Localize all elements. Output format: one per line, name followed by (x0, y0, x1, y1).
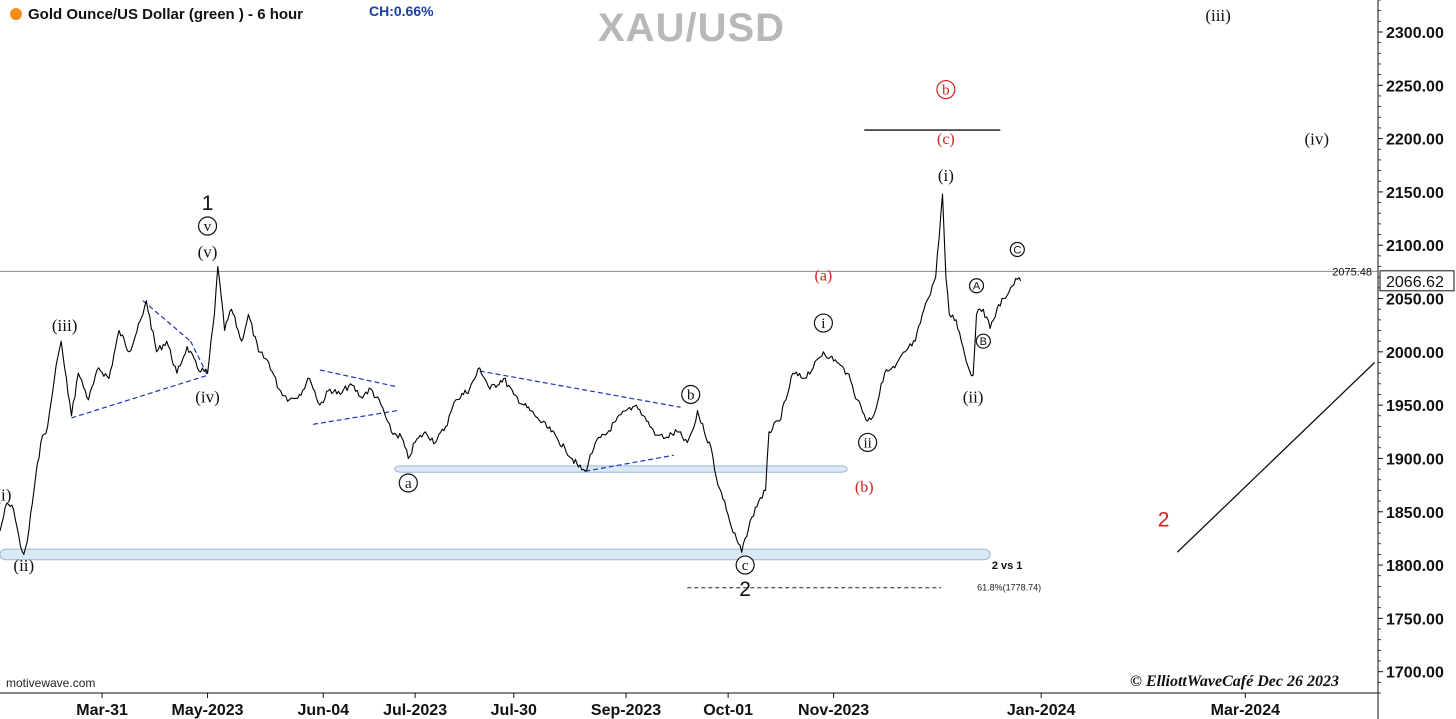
x-tick-label: Oct-01 (703, 702, 753, 719)
x-tick-label: Mar-31 (76, 702, 128, 719)
wave-label: 2 vs 1 (992, 560, 1023, 572)
wave-label: (b) (855, 479, 874, 496)
projection-line (1176, 362, 1376, 553)
copyright-note: © ElliottWaveCafé Dec 26 2023 (1130, 673, 1339, 690)
y-axis: 1700.00 1750.00 1800.00 1850.00 1900.00 1950.… (1377, 0, 1455, 719)
fib-level-label: 61.8%(1778.74) (977, 583, 1041, 593)
wave-label-circle (735, 555, 755, 575)
trendline (190, 340, 209, 376)
x-tick-label: Nov-2023 (798, 702, 869, 719)
source-credit: motivewave.com (6, 676, 96, 690)
trendline (71, 374, 208, 419)
wave-label: (i) (938, 166, 954, 185)
wave-label: (ii) (13, 556, 34, 575)
y-tick-label: 1750.00 (1386, 611, 1444, 628)
wave-label-circle (858, 432, 878, 453)
trendline (479, 370, 681, 408)
trendlines (71, 129, 1376, 553)
wave-label: (i) (0, 486, 11, 505)
wave-label: (iv) (1304, 130, 1329, 149)
status-dot-icon (10, 8, 22, 20)
wave-label: i (821, 316, 825, 332)
wave-label: (c) (937, 131, 955, 148)
wave-label: c (742, 558, 749, 574)
reference-line-label: 2075.48 (1332, 266, 1372, 278)
wave-label-circle (813, 313, 833, 333)
y-tick-label: 2050.00 (1386, 292, 1444, 309)
wave-label: A (973, 281, 981, 293)
wave-label: ii (863, 435, 871, 451)
chart-title-text: Gold Ounce/US Dollar (green ) - 6 hour (28, 6, 304, 23)
y-tick-label: 2000.00 (1386, 345, 1444, 362)
wave-label: a (405, 476, 412, 492)
x-tick-label: Jan-2024 (1007, 702, 1076, 719)
wave-label: b (687, 387, 695, 403)
x-tick-label: Jul-2023 (383, 702, 447, 719)
y-tick-label: 1700.00 (1386, 665, 1444, 682)
y-tick-label: 2300.00 (1386, 25, 1444, 42)
wave-label: C (1013, 244, 1021, 256)
wave-label-circle (681, 384, 701, 405)
wave-labels: 1 v (v) (iii) (iv) (i) (ii) a b c 2 2 vs 1 (a) (b) b (c… (0, 6, 1329, 601)
y-tick-label: 2100.00 (1386, 238, 1444, 255)
wave-label: 2 (739, 578, 751, 601)
symbol-watermark: XAU/USD (598, 6, 786, 50)
y-tick-label: 1900.00 (1386, 451, 1444, 468)
reference-lines: 2075.48 61.8%(1778.74) (0, 266, 1378, 593)
wave-label-circle (968, 278, 985, 294)
wave-label: 2 (1158, 509, 1170, 532)
price-series (0, 193, 1022, 555)
y-tick-label: 2200.00 (1386, 132, 1444, 149)
wave-label-circle (398, 473, 418, 493)
trendline (142, 300, 191, 342)
y-tick-label: 1800.00 (1386, 558, 1444, 575)
wave-label: B (980, 336, 987, 348)
x-tick-label: Sep-2023 (591, 702, 661, 719)
wave-label-circle (936, 79, 956, 100)
price-line (0, 193, 1022, 555)
last-price-label: 2066.62 (1386, 274, 1444, 291)
y-tick-label: 1850.00 (1386, 505, 1444, 522)
wave-label: 1 (202, 192, 214, 215)
wave-label-circle (975, 333, 991, 349)
trendline (312, 409, 399, 425)
chart-title: Gold Ounce/US Dollar (green ) - 6 hour (10, 6, 303, 23)
wave-label: (ii) (963, 388, 984, 407)
y-tick-label: 2250.00 (1386, 78, 1444, 95)
wave-label: (iii) (1205, 6, 1231, 25)
wave-label: b (942, 83, 950, 99)
x-axis: Mar-31 May-2023 Jun-04 Jul-2023 Jul-30 Sep-20… (0, 692, 1378, 719)
x-tick-label: Jul-30 (491, 702, 537, 719)
wave-label: (a) (815, 268, 833, 285)
change-percent: CH:0.66% (369, 3, 434, 19)
y-tick-label: 1950.00 (1386, 398, 1444, 415)
x-tick-label: Mar-2024 (1211, 702, 1280, 719)
support-zone (0, 548, 991, 561)
last-price-box (1379, 270, 1455, 292)
x-tick-label: May-2023 (172, 702, 244, 719)
wave-label: (v) (198, 243, 218, 262)
wave-label: (iv) (195, 388, 220, 407)
support-zone (394, 465, 848, 473)
wave-label-circle (197, 216, 218, 236)
wave-label: (iii) (52, 316, 78, 335)
y-tick-label: 2150.00 (1386, 185, 1444, 202)
trendline (585, 454, 674, 472)
x-tick-label: Jun-04 (297, 702, 349, 719)
wave-label-circle (1009, 241, 1025, 258)
wave-label: v (204, 219, 212, 235)
trendline (319, 369, 399, 388)
support-zones (0, 465, 991, 561)
